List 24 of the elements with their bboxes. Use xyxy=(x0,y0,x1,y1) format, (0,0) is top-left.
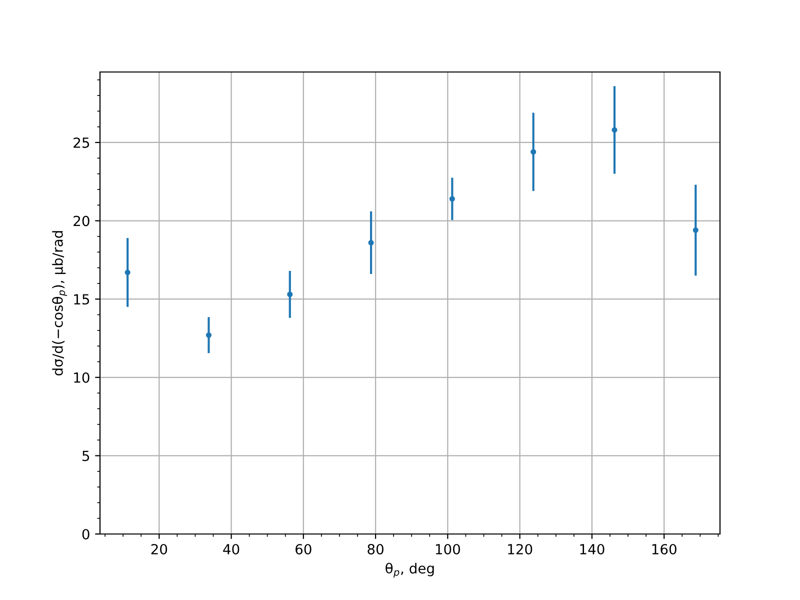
y-tick-label: 5 xyxy=(82,450,90,462)
y-tick-label: 25 xyxy=(74,137,90,148)
x-tick-label: 100 xyxy=(436,544,460,554)
y-tick-label: 15 xyxy=(74,294,90,305)
x-axis-title: θ$_{p}$, deg xyxy=(386,562,434,578)
x-tick-label: 120 xyxy=(508,544,532,554)
x-tick-label: 160 xyxy=(652,544,676,554)
point xyxy=(206,332,212,338)
x-tick-label: 80 xyxy=(368,544,384,554)
point xyxy=(124,270,130,276)
point xyxy=(692,227,698,233)
y-axis-title: dσ/d(−cosθ$_{p}$), μb/rad xyxy=(52,231,68,376)
x-tick-label: 20 xyxy=(151,544,168,554)
y-tick-label: 20 xyxy=(74,216,90,226)
point xyxy=(449,196,455,202)
point xyxy=(287,292,293,298)
x-tick-label: 40 xyxy=(223,544,240,554)
point xyxy=(612,127,618,133)
x-tick-label: 140 xyxy=(580,544,604,554)
point xyxy=(530,149,536,155)
point xyxy=(368,240,374,246)
y-tick-label: 0 xyxy=(82,528,90,540)
y-tick-label: 10 xyxy=(74,372,90,383)
x-tick-label: 60 xyxy=(296,544,312,554)
